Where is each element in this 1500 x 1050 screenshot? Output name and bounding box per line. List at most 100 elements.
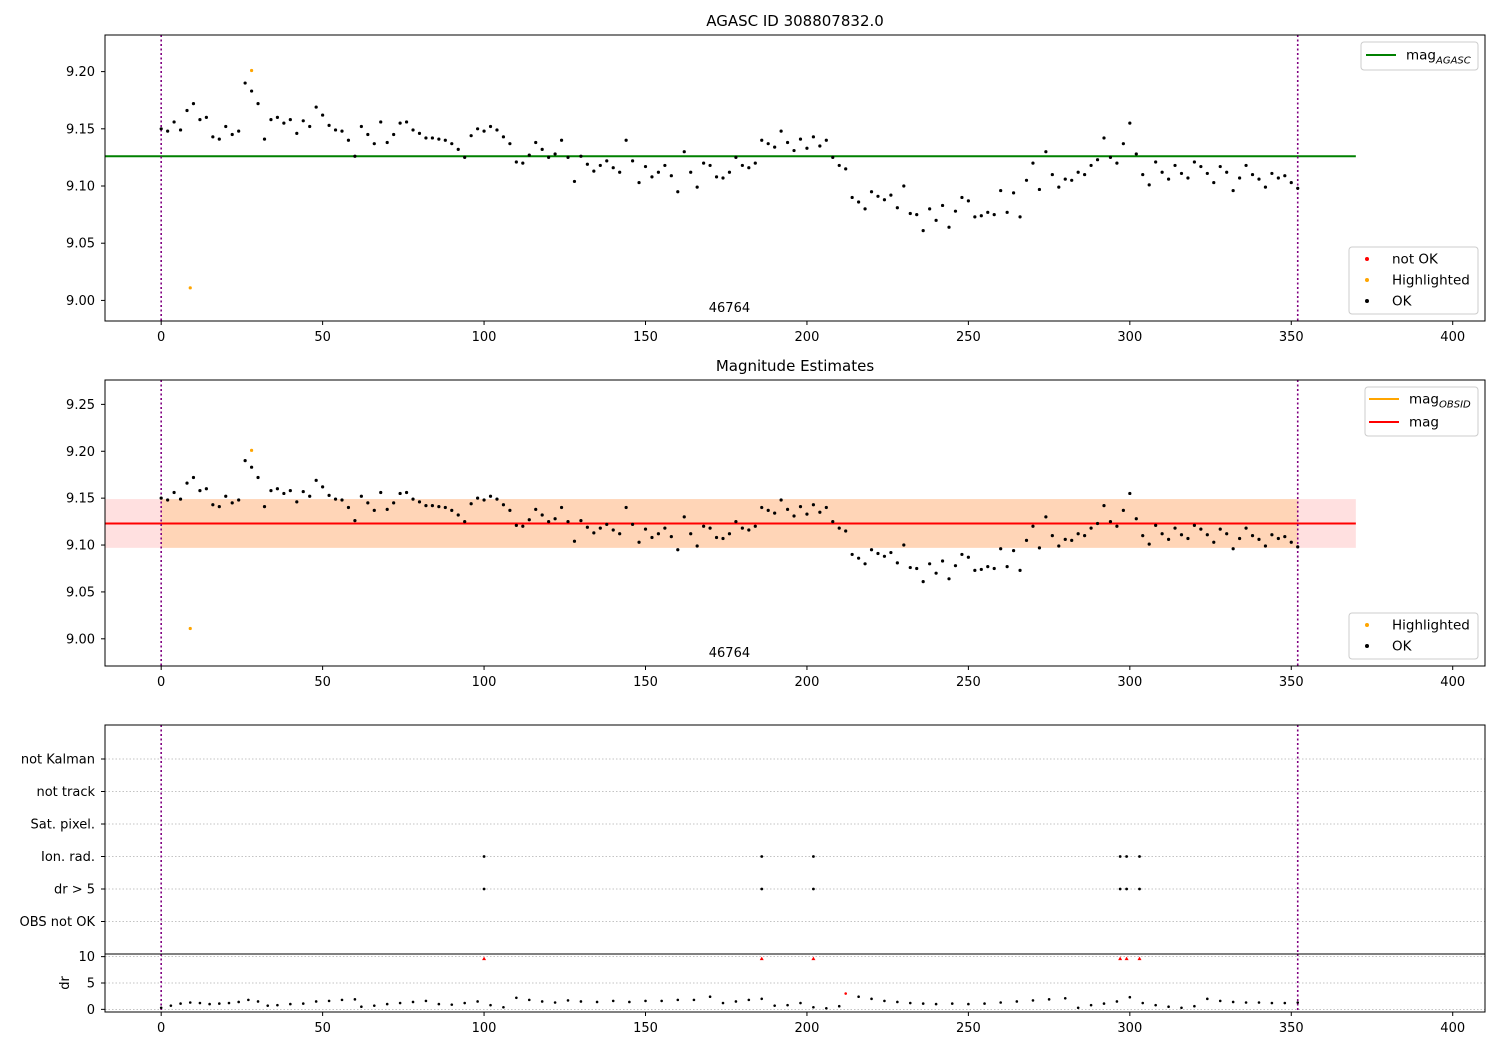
ok-point: [1063, 537, 1067, 542]
ok-point: [1250, 172, 1255, 177]
dr-point: [611, 999, 615, 1003]
ok-point: [669, 534, 673, 539]
ok-point: [702, 161, 706, 165]
ok-point: [508, 508, 512, 512]
ok-point: [314, 105, 318, 109]
ok-point: [682, 150, 686, 154]
x-tick-label: 100: [472, 675, 497, 690]
y-tick-label: 9.05: [66, 237, 95, 252]
dr-point: [424, 999, 428, 1003]
ok-point: [895, 206, 899, 210]
ok-point: [708, 526, 712, 530]
ok-point: [940, 203, 945, 208]
ok-point: [1076, 532, 1080, 536]
ok-point: [392, 132, 396, 137]
ok-point: [1160, 170, 1164, 174]
ok-point: [966, 555, 970, 559]
ok-point: [1199, 527, 1203, 531]
legend-point-label: OK: [1392, 639, 1413, 655]
ok-point: [630, 522, 635, 527]
dr-point: [327, 999, 331, 1003]
ok-point: [540, 147, 544, 151]
ok-point: [404, 490, 409, 495]
ok-point: [1095, 521, 1100, 526]
dr-point: [579, 1000, 583, 1003]
ok-point: [398, 121, 402, 125]
plot-area: [105, 35, 1485, 321]
ok-point: [824, 138, 828, 142]
dr-point: [266, 1004, 270, 1007]
ok-point: [333, 128, 338, 132]
ok-point: [1121, 508, 1125, 512]
ok-point: [547, 519, 551, 524]
ok-point: [1270, 171, 1274, 176]
ok-point: [1166, 537, 1171, 542]
dr-point: [301, 1002, 305, 1005]
ok-point: [469, 134, 473, 138]
ok-point: [430, 136, 435, 140]
ok-point: [979, 567, 983, 572]
ok-point: [1011, 549, 1016, 553]
dr-point: [1031, 999, 1035, 1002]
ok-point: [953, 209, 958, 213]
ok-point: [1115, 161, 1119, 165]
ok-point: [508, 142, 512, 146]
flag-label: OBS not OK: [20, 915, 96, 930]
ok-point: [656, 170, 661, 174]
dr-point: [1102, 1002, 1106, 1005]
ok-point: [1218, 527, 1222, 531]
ok-point: [592, 169, 596, 173]
dr-point: [188, 1001, 192, 1004]
ok-point: [837, 163, 841, 168]
ok-point: [243, 459, 247, 463]
ok-point: [1147, 183, 1151, 187]
ok-point: [553, 517, 557, 521]
ok-point: [585, 162, 589, 166]
ok-point: [1102, 504, 1106, 508]
ok-point: [824, 505, 828, 510]
ok-point: [857, 200, 861, 204]
ok-point: [1263, 185, 1268, 189]
ok-point: [1296, 545, 1300, 549]
ok-point: [198, 489, 202, 493]
dr-point: [883, 999, 886, 1003]
ok-point: [1231, 188, 1235, 193]
ok-point: [753, 524, 757, 528]
flag-point: [1118, 887, 1122, 891]
legend-point-label: Highlighted: [1392, 618, 1470, 634]
ok-point: [844, 167, 848, 171]
legend-box-points: [1348, 246, 1479, 315]
x-tick-label: 100: [472, 1021, 497, 1036]
y-tick-label: 9.20: [66, 65, 95, 80]
flag-point: [1125, 855, 1129, 858]
dr-point: [450, 1003, 454, 1006]
ok-point: [689, 170, 693, 174]
dr-point: [169, 1004, 173, 1007]
ok-point: [902, 543, 906, 547]
ok-point: [676, 548, 680, 552]
ok-point: [785, 507, 790, 512]
ok-point: [269, 489, 273, 493]
ok-point: [837, 526, 841, 530]
ok-point: [521, 161, 525, 165]
ok-point: [598, 163, 602, 168]
highlighted-point: [249, 448, 254, 452]
ok-point: [1154, 160, 1158, 164]
ok-point: [1192, 523, 1197, 527]
ok-point: [611, 166, 615, 170]
ok-point: [333, 497, 338, 501]
flag-label: Sat. pixel.: [31, 818, 95, 833]
ok-point: [1192, 160, 1197, 164]
dr-point: [1257, 1001, 1261, 1004]
ok-point: [353, 154, 357, 158]
ok-point: [501, 503, 506, 507]
ok-point: [269, 118, 273, 122]
flag-label: Ion. rad.: [41, 850, 95, 865]
ok-point: [1134, 517, 1138, 521]
dr-point: [553, 1001, 557, 1004]
ok-point: [450, 142, 454, 146]
dr-point: [340, 998, 344, 1002]
ok-point: [643, 527, 648, 531]
ok-point: [340, 129, 344, 133]
ok-point: [366, 501, 370, 505]
